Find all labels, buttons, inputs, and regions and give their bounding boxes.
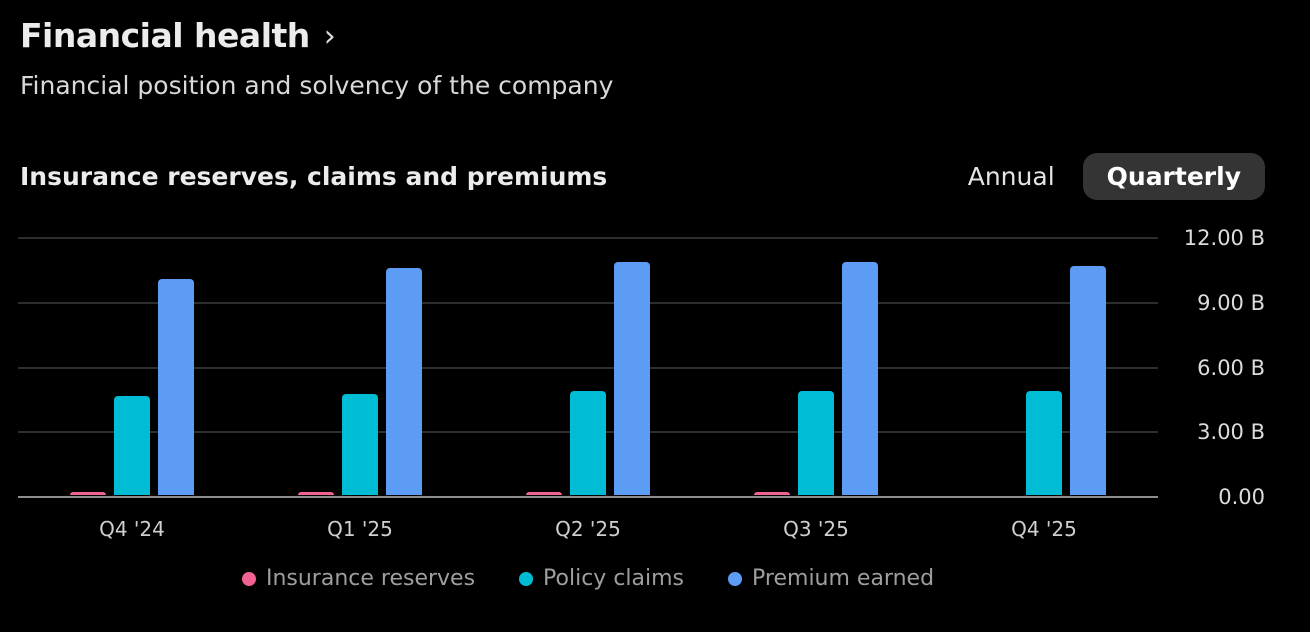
- x-tick-label: Q4 '24: [99, 517, 165, 541]
- financial-health-link[interactable]: Financial health ›: [20, 16, 613, 55]
- page-title: Financial health: [20, 16, 310, 55]
- bar-group: [982, 266, 1106, 495]
- y-tick-label: 3.00 B: [1197, 420, 1265, 445]
- bar-insurance-reserves[interactable]: [526, 492, 562, 495]
- bar-group: [70, 279, 194, 495]
- bar-group: [526, 262, 650, 495]
- plot-area: [18, 237, 1158, 498]
- legend-label: Premium earned: [752, 566, 935, 591]
- legend-label: Policy claims: [543, 566, 685, 591]
- x-tick-label: Q2 '25: [555, 517, 621, 541]
- baseline: [18, 496, 1158, 498]
- bar-group: [754, 262, 878, 495]
- quarterly-toggle-button[interactable]: Quarterly: [1082, 152, 1265, 200]
- chart-title: Insurance reserves, claims and premiums: [20, 161, 608, 191]
- y-tick-label: 0.00: [1218, 485, 1265, 509]
- gridline: [18, 237, 1158, 239]
- bar-group: [298, 268, 422, 495]
- gridline: [18, 366, 1158, 369]
- chart-section-header: Insurance reserves, claims and premiums …: [20, 151, 1265, 201]
- bar-policy-claims[interactable]: [570, 391, 606, 495]
- x-tick-label: Q4 '25: [1011, 517, 1077, 541]
- y-tick-label: 6.00 B: [1197, 355, 1265, 380]
- bar-premium-earned[interactable]: [842, 262, 878, 495]
- legend: Insurance reserves Policy claims Premium e…: [18, 566, 1158, 591]
- y-tick-label: 9.00 B: [1197, 290, 1265, 315]
- legend-item-insurance-reserves[interactable]: Insurance reserves: [241, 566, 476, 591]
- legend-dot-icon: [241, 571, 256, 586]
- bar-insurance-reserves[interactable]: [754, 492, 790, 495]
- x-tick-label: Q3 '25: [783, 517, 849, 541]
- chevron-right-icon: ›: [323, 19, 336, 54]
- gridline: [18, 301, 1158, 304]
- bar-premium-earned[interactable]: [158, 279, 194, 495]
- bar-premium-earned[interactable]: [614, 262, 650, 495]
- y-tick-label: 12.00 B: [1183, 226, 1265, 250]
- bar-policy-claims[interactable]: [1026, 391, 1062, 495]
- bar-insurance-reserves[interactable]: [298, 492, 334, 495]
- legend-item-premium-earned[interactable]: Premium earned: [728, 566, 934, 591]
- annual-toggle-button[interactable]: Annual: [967, 161, 1055, 191]
- x-axis: Q4 '24 Q1 '25 Q2 '25 Q3 '25 Q4 '25: [18, 517, 1158, 547]
- bar-policy-claims[interactable]: [798, 391, 834, 495]
- legend-dot-icon: [519, 571, 534, 586]
- legend-dot-icon: [728, 571, 743, 586]
- bar-insurance-reserves[interactable]: [70, 492, 106, 495]
- page-header: Financial health › Financial position an…: [20, 16, 613, 100]
- bar-policy-claims[interactable]: [342, 394, 378, 495]
- y-axis: 12.00 B 9.00 B 6.00 B 3.00 B 0.00: [1180, 226, 1265, 509]
- bar-premium-earned[interactable]: [386, 268, 422, 495]
- legend-item-policy-claims[interactable]: Policy claims: [519, 566, 684, 591]
- period-toggle: Annual Quarterly: [944, 152, 1265, 200]
- x-tick-label: Q1 '25: [327, 517, 393, 541]
- legend-label: Insurance reserves: [265, 566, 476, 591]
- bar-premium-earned[interactable]: [1070, 266, 1106, 495]
- page-subtitle: Financial position and solvency of the c…: [20, 71, 614, 100]
- bar-policy-claims[interactable]: [114, 396, 150, 495]
